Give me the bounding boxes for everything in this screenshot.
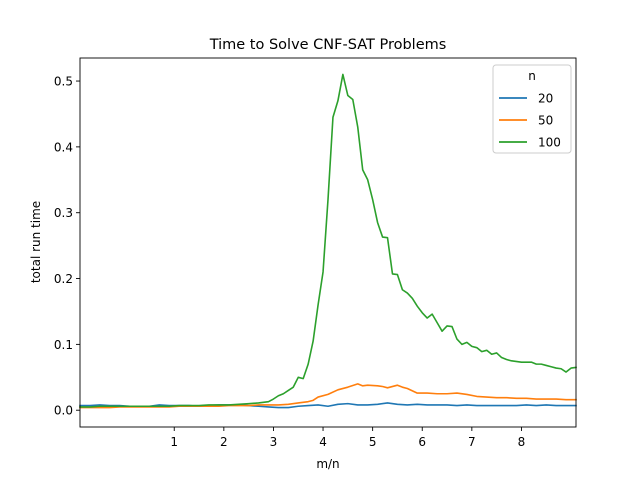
chart-title: Time to Solve CNF-SAT Problems xyxy=(209,37,447,53)
y-tick-label: 0.0 xyxy=(54,404,73,418)
series-layer xyxy=(79,73,577,409)
y-tick-label: 0.2 xyxy=(54,272,73,286)
x-axis: 1 2 3 4 5 6 7 8 xyxy=(170,427,525,449)
x-tick-label: 1 xyxy=(170,435,178,449)
x-tick-label: 3 xyxy=(270,435,278,449)
legend-entries: 20 50 100 xyxy=(499,92,561,150)
x-tick-label: 2 xyxy=(220,435,228,449)
y-tick-label: 0.1 xyxy=(54,338,73,352)
legend-label-50: 50 xyxy=(538,114,553,128)
legend-title: n xyxy=(528,69,536,83)
y-tick-label: 0.4 xyxy=(54,140,73,154)
x-tick-label: 4 xyxy=(319,435,327,449)
y-tick-label: 0.5 xyxy=(54,75,73,89)
x-tick-label: 8 xyxy=(518,435,526,449)
x-tick-label: 7 xyxy=(468,435,476,449)
x-tick-label: 5 xyxy=(369,435,377,449)
legend-label-100: 100 xyxy=(538,136,561,150)
y-tick-label: 0.3 xyxy=(54,206,73,220)
series-line-100 xyxy=(79,73,577,408)
legend: n 20 50 100 xyxy=(492,64,572,154)
y-axis-label: total run time xyxy=(29,201,43,283)
legend-label-20: 20 xyxy=(538,92,553,106)
y-axis: 0.0 0.1 0.2 0.3 0.4 0.5 xyxy=(54,75,80,418)
axes-frame xyxy=(79,57,577,428)
legend-box xyxy=(492,64,572,154)
x-tick-label: 6 xyxy=(418,435,426,449)
series-line-20 xyxy=(79,402,577,409)
x-axis-label: m/n xyxy=(316,457,339,471)
